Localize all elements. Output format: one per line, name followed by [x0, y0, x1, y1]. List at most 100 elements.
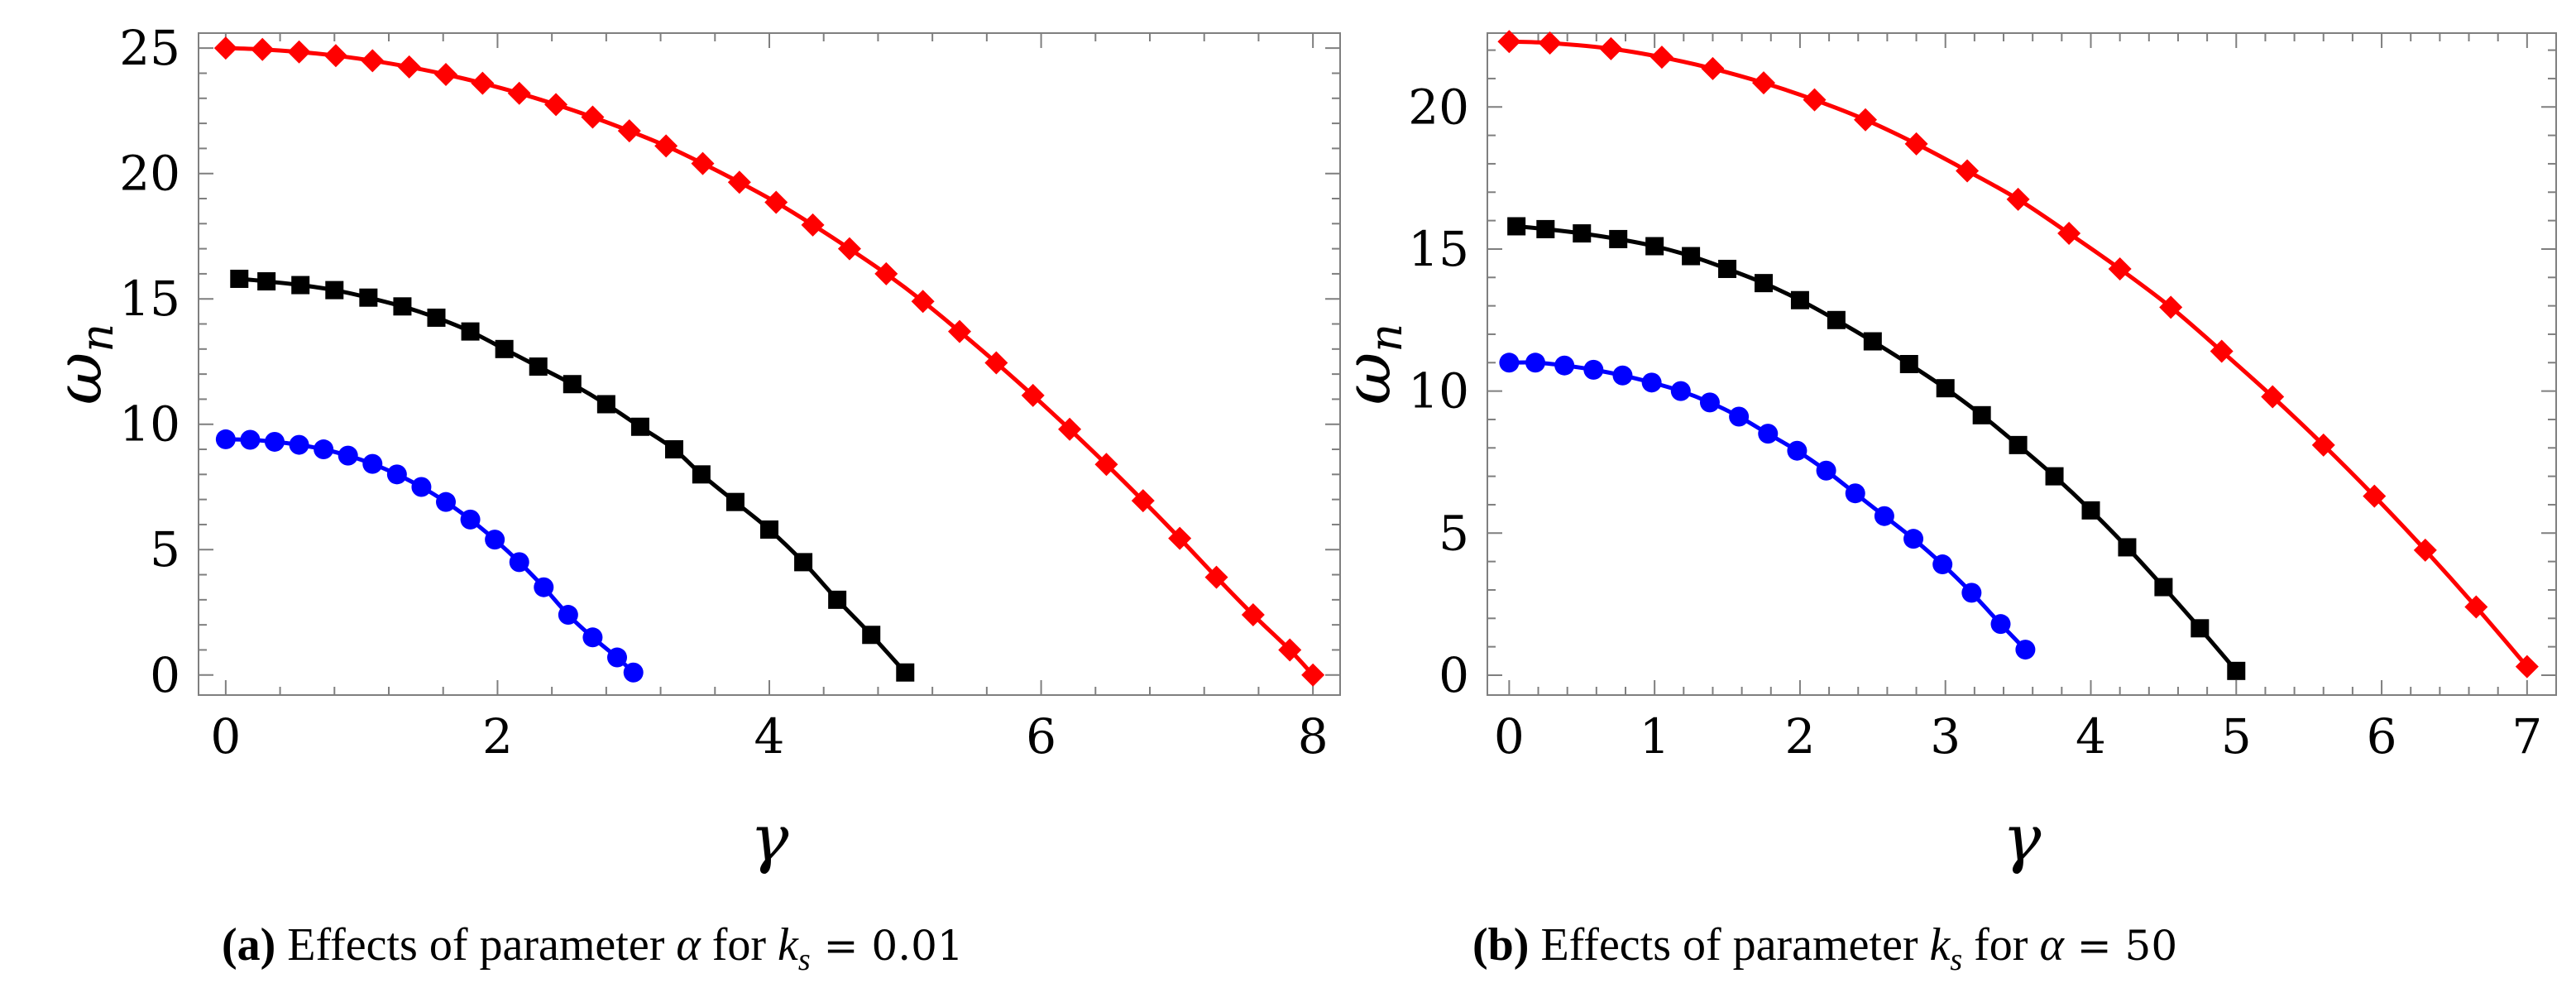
data-point — [1612, 365, 1633, 386]
data-point — [582, 627, 603, 648]
data-point — [314, 439, 334, 460]
data-point — [534, 577, 554, 597]
data-point — [1972, 405, 1991, 424]
data-point — [558, 605, 578, 626]
data-point — [692, 465, 711, 484]
data-point — [287, 40, 311, 64]
series-black-squares — [230, 269, 915, 682]
data-point — [1507, 217, 1526, 236]
data-point — [359, 288, 378, 307]
y-axis-label: ωn — [1331, 324, 1412, 405]
data-point — [213, 36, 237, 60]
data-point — [2154, 578, 2173, 597]
caption-b: (b) Effects of parameter ks for α = 50 — [1472, 918, 2177, 978]
data-point — [2118, 538, 2137, 557]
series-red-diamonds — [1497, 30, 2539, 679]
data-point — [461, 322, 480, 341]
data-point — [2515, 655, 2539, 679]
plot-frame — [1487, 32, 2557, 696]
y-tick-label: 10 — [1408, 363, 1469, 420]
data-point — [760, 520, 778, 539]
caption-b-pre: Effects of parameter — [1540, 919, 1930, 971]
caption-a-mid: for — [700, 919, 778, 971]
y-tick-label: 20 — [119, 146, 180, 202]
data-point — [665, 440, 683, 459]
data-point — [2210, 339, 2234, 363]
y-tick-label: 5 — [1439, 505, 1469, 561]
data-point — [323, 44, 347, 68]
data-point — [509, 552, 529, 573]
x-axis-label: γ — [2003, 802, 2042, 876]
data-point — [495, 339, 514, 358]
data-point — [1790, 290, 1809, 309]
y-tick-label: 5 — [150, 521, 180, 578]
data-point — [1682, 247, 1701, 266]
data-point — [2464, 595, 2488, 619]
y-tick-label: 0 — [1439, 647, 1469, 703]
data-point — [1645, 237, 1664, 256]
data-point — [828, 590, 847, 609]
data-point — [1904, 132, 1928, 156]
series-line — [225, 437, 635, 674]
series-black-squares — [1507, 217, 2246, 680]
data-point — [2413, 538, 2437, 562]
y-tick-label: 10 — [119, 396, 180, 453]
x-tick-label: 8 — [1298, 708, 1329, 765]
x-tick-label: 7 — [2511, 708, 2542, 765]
data-point — [289, 434, 309, 455]
data-point — [691, 151, 715, 175]
data-point — [1899, 355, 1918, 373]
caption-a: (a) Effects of parameter α for ks = 0.01 — [222, 918, 964, 978]
data-point — [1650, 46, 1673, 70]
data-point — [607, 647, 627, 668]
y-axis-label-sub: n — [71, 324, 123, 352]
data-point — [1670, 381, 1691, 401]
data-point — [623, 662, 644, 683]
data-point — [1718, 259, 1737, 278]
data-point — [1021, 383, 1045, 407]
y-tick-label: 25 — [119, 20, 180, 76]
data-point — [1278, 638, 1302, 662]
data-point — [1990, 614, 2011, 635]
series-blue-circles — [215, 429, 644, 683]
data-point — [215, 429, 236, 449]
data-point — [230, 269, 249, 288]
data-point — [1803, 88, 1827, 112]
data-point — [617, 119, 641, 143]
data-point — [1497, 30, 1521, 54]
data-point — [1854, 108, 1878, 132]
data-point — [507, 81, 531, 105]
data-point — [361, 49, 385, 73]
data-point — [1301, 663, 1325, 687]
data-point — [581, 105, 605, 129]
data-point — [362, 453, 383, 474]
data-point — [862, 626, 881, 645]
x-tick-label: 4 — [754, 708, 785, 765]
caption-b-var: k — [1929, 919, 1951, 971]
y-axis-label-main: ω — [1331, 352, 1405, 405]
data-point — [291, 276, 310, 295]
panel-b-chart: 0 1 2 3 4 5 6 7 0 5 10 15 20 γ ωn — [1331, 30, 2557, 876]
data-point — [338, 445, 358, 466]
data-point — [434, 63, 457, 86]
data-point — [1874, 506, 1894, 526]
plot-frame — [198, 32, 1341, 696]
data-point — [386, 464, 407, 485]
data-point — [1058, 417, 1082, 441]
data-point — [1936, 379, 1955, 398]
data-point — [1554, 355, 1575, 376]
data-point — [2015, 640, 2036, 660]
x-tick-label: 4 — [2076, 708, 2106, 765]
data-point — [794, 553, 813, 572]
data-point — [1845, 483, 1865, 504]
data-point — [725, 492, 745, 511]
series-red-diamonds — [213, 36, 1325, 687]
caption-a-cond-var: k — [778, 919, 798, 971]
data-point — [1754, 274, 1773, 293]
data-point — [1961, 583, 1982, 603]
data-point — [764, 190, 788, 214]
data-point — [596, 395, 615, 414]
data-point — [727, 170, 751, 194]
data-point — [1932, 554, 1953, 575]
